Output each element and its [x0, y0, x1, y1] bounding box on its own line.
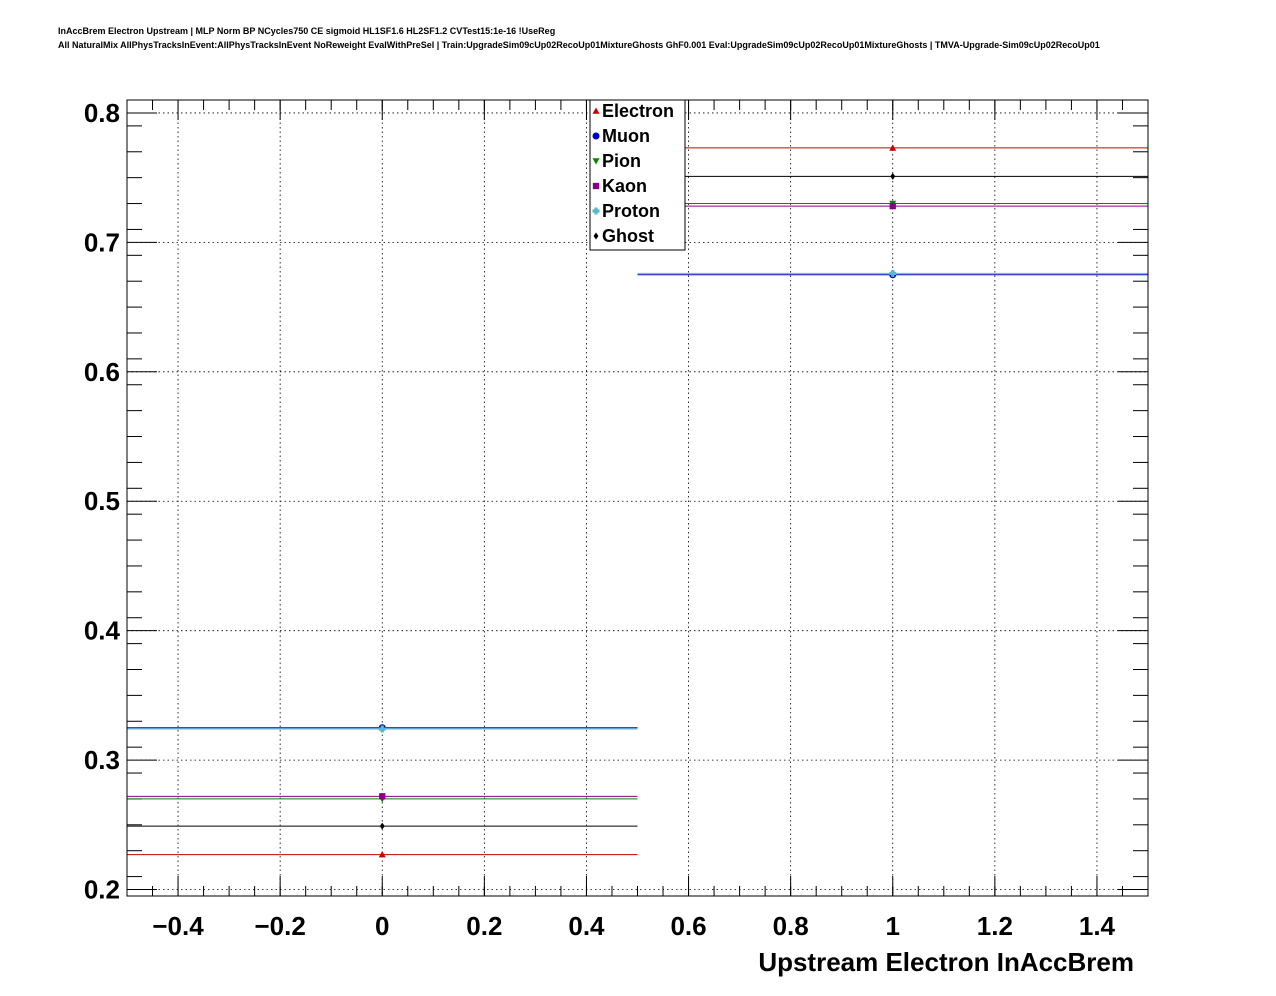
x-tick-label: 1.2: [977, 911, 1013, 941]
x-tick-label: 0.6: [670, 911, 706, 941]
grid-layer: [127, 100, 1148, 896]
legend-box: [589, 99, 686, 251]
data-point-ghost: [890, 172, 896, 180]
y-tick-label: 0.6: [84, 357, 120, 387]
data-point-kaon: [379, 793, 386, 800]
x-tick-label: −0.4: [152, 911, 204, 941]
labels-layer: −0.4 −0.2 0 0.2 0.4 0.6 0.8 1 1.2 1.4 0.2 0.3 0.4 0.5…: [84, 98, 1134, 977]
chart-title-line-2: All NaturalMix AllPhysTracksInEvent:AllP…: [58, 40, 1100, 50]
y-tick-label: 0.4: [84, 616, 121, 646]
y-tick-label: 0.2: [84, 875, 120, 905]
legend-label-ghost: Ghost: [602, 226, 654, 246]
data-point-proton: [378, 725, 386, 733]
legend-label-electron: Electron: [602, 101, 674, 121]
y-tick-label: 0.8: [84, 98, 120, 128]
legend: Electron Muon Pion Kaon Proton Ghost: [589, 99, 686, 251]
data-point-kaon: [889, 202, 896, 210]
chart-title-line-1: InAccBrem Electron Upstream | MLP Norm B…: [58, 26, 556, 36]
x-tick-label: 0.2: [466, 911, 502, 941]
x-tick-label: 0.8: [773, 911, 809, 941]
legend-label-proton: Proton: [602, 201, 660, 221]
legend-label-muon: Muon: [602, 126, 650, 146]
y-tick-label: 0.7: [84, 227, 120, 257]
data-layer: [127, 144, 1148, 858]
legend-label-pion: Pion: [602, 151, 641, 171]
x-tick-label: 1: [886, 911, 900, 941]
x-axis-title: Upstream Electron InAccBrem: [758, 947, 1134, 977]
data-point-electron: [378, 851, 386, 858]
data-point-ghost: [379, 822, 385, 830]
x-tick-label: −0.2: [254, 911, 305, 941]
x-tick-label: 1.4: [1079, 911, 1116, 941]
data-point-proton: [889, 269, 897, 277]
ticks-layer: [126, 99, 1149, 896]
data-point-electron: [889, 144, 897, 151]
legend-label-kaon: Kaon: [602, 176, 647, 196]
legend-marker-electron: [592, 107, 600, 114]
legend-marker-muon: [592, 132, 600, 140]
legend-marker-ghost: [593, 232, 599, 240]
x-tick-label: 0: [375, 911, 389, 941]
x-tick-label: 0.4: [568, 911, 605, 941]
y-tick-label: 0.3: [84, 745, 120, 775]
legend-marker-proton: [592, 207, 600, 215]
y-tick-label: 0.5: [84, 486, 120, 516]
legend-marker-pion: [592, 158, 600, 165]
legend-marker-kaon: [592, 182, 600, 190]
